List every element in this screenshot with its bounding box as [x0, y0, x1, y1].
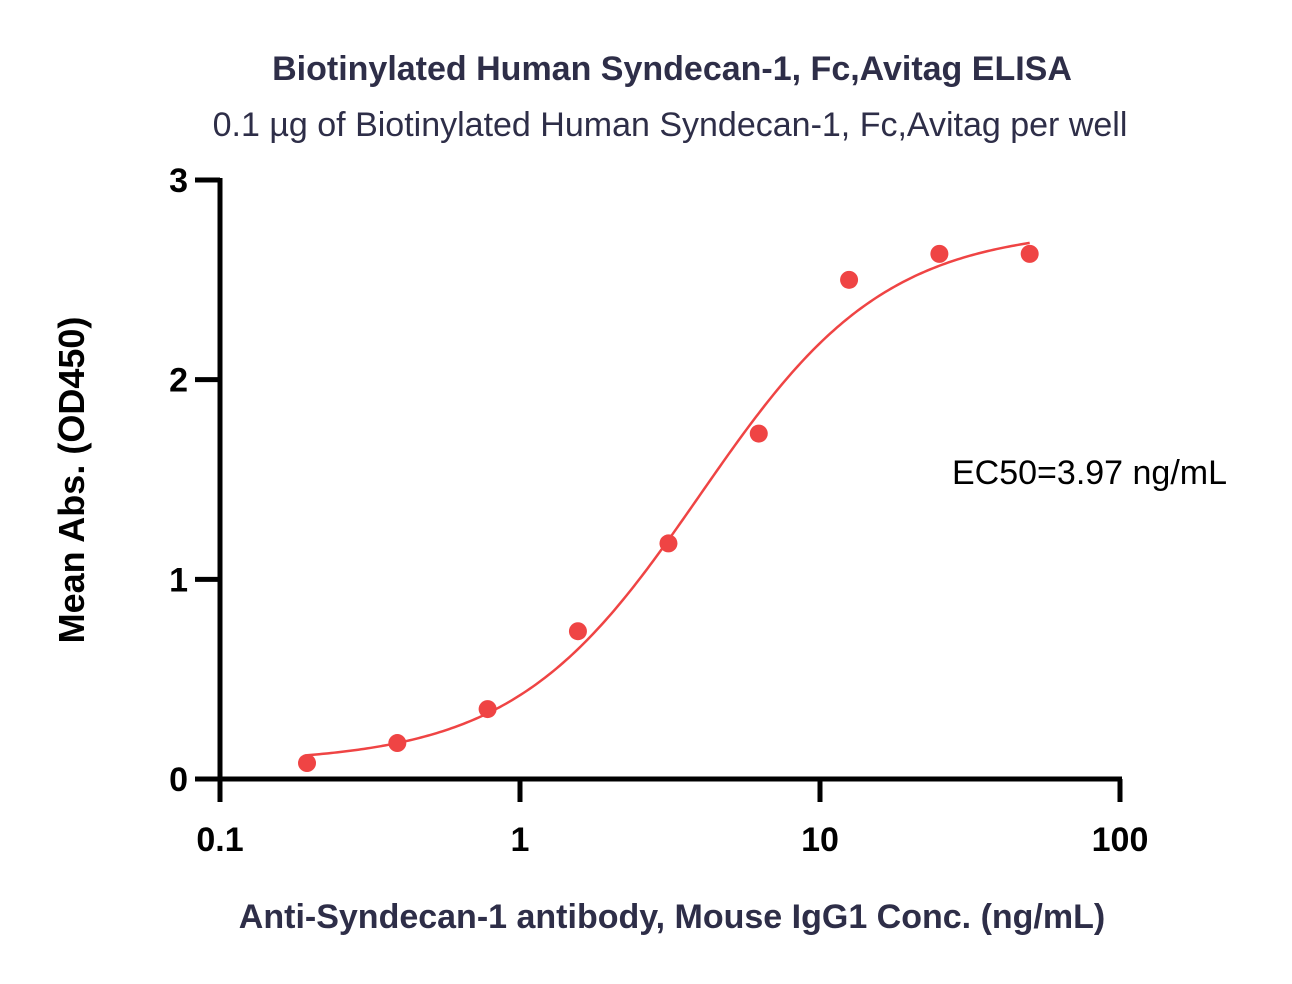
y-tick-label: 1: [169, 561, 188, 599]
x-tick-label: 1: [511, 821, 530, 859]
y-axis-label: Mean Abs. (OD450): [51, 317, 92, 644]
data-point: [478, 700, 497, 719]
axes: [217, 178, 1122, 782]
y-tick-label: 2: [169, 362, 188, 400]
chart-subtitle: 0.1 µg of Biotinylated Human Syndecan-1,…: [213, 106, 1128, 144]
x-tick-label: 0.1: [196, 821, 243, 859]
ticks: 0.1 1 10 100 0 1 2 3: [169, 162, 1148, 859]
data-point: [388, 734, 407, 753]
data-point: [659, 534, 678, 553]
y-tick-label: 3: [169, 162, 188, 200]
chart-title: Biotinylated Human Syndecan-1, Fc,Avitag…: [272, 50, 1072, 88]
data-point: [1020, 244, 1039, 263]
data-point: [568, 622, 587, 641]
ec50-annotation: EC50=3.97 ng/mL: [952, 454, 1227, 492]
fit-curve-layer: [306, 241, 1030, 757]
data-point: [298, 754, 317, 773]
x-tick-label: 100: [1092, 821, 1149, 859]
points-layer: [298, 244, 1039, 773]
x-tick-label: 10: [801, 821, 839, 859]
data-point: [930, 244, 949, 263]
y-tick-label: 0: [169, 761, 188, 799]
data-point: [749, 424, 768, 443]
x-axis-label: Anti-Syndecan-1 antibody, Mouse IgG1 Con…: [239, 898, 1105, 936]
data-point: [840, 270, 859, 289]
fit-curve: [306, 241, 1030, 757]
